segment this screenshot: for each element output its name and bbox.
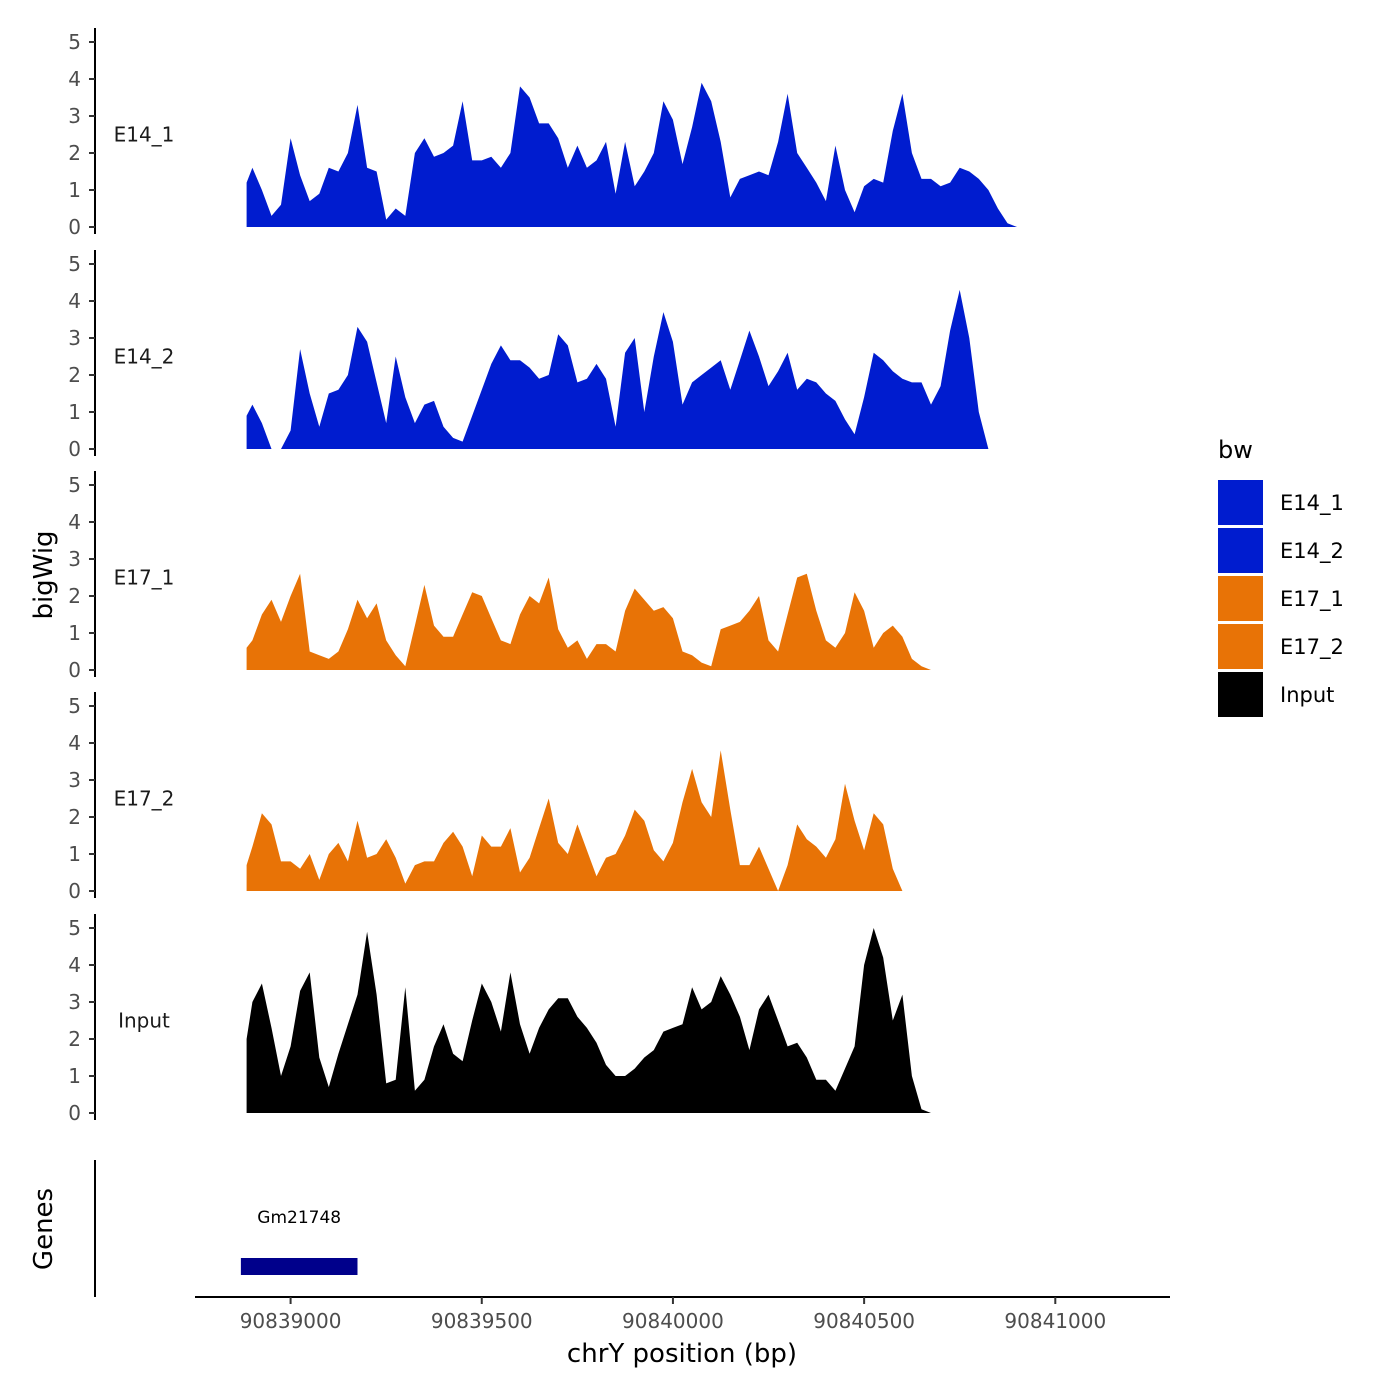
x-tick-label: 90840000	[622, 1309, 724, 1333]
legend-swatch-input	[1218, 672, 1263, 717]
signal-area-e14_2	[246, 289, 1027, 449]
y-tick-label: 1	[68, 178, 81, 202]
signal-area-e17_2	[246, 750, 1027, 891]
y-tick-label: 4	[68, 731, 81, 755]
legend-swatch-e14_2	[1218, 528, 1263, 573]
track-label: E17_2	[114, 787, 175, 811]
track-label: E14_1	[114, 123, 175, 147]
x-tick-label: 90839500	[431, 1309, 533, 1333]
legend-title: bw	[1218, 436, 1253, 464]
track-e14_1: 0 1 2 3 4 5 E14_1	[68, 28, 1027, 239]
y-tick-label: 3	[68, 104, 81, 128]
y-tick-label: 2	[68, 363, 81, 387]
signal-area-e14_1	[246, 82, 1027, 227]
y-tick-label: 5	[68, 694, 81, 718]
y-tick-label: 3	[68, 326, 81, 350]
legend-swatch-e17_2	[1218, 624, 1263, 669]
y-tick-label: 3	[68, 990, 81, 1014]
y-tick-label: 4	[68, 953, 81, 977]
y-tick-label: 2	[68, 584, 81, 608]
x-tick-label: 90841000	[1004, 1309, 1106, 1333]
legend-label: E14_1	[1280, 491, 1344, 516]
genes-track-title: Genes	[29, 1188, 59, 1270]
signal-area-e17_1	[246, 573, 1027, 670]
signal-area-input	[246, 928, 1027, 1113]
legend-label: E14_2	[1280, 539, 1344, 564]
y-tick-label: 3	[68, 547, 81, 571]
track-label: Input	[118, 1009, 170, 1033]
legend-label: E17_2	[1280, 635, 1344, 660]
y-tick-label: 1	[68, 842, 81, 866]
y-tick-label: 0	[68, 658, 81, 682]
track-e17_2: 0 1 2 3 4 5 E17_2	[68, 692, 1027, 903]
gene-bar	[240, 1258, 358, 1275]
x-tick-label: 90840500	[813, 1309, 915, 1333]
y-tick-label: 4	[68, 67, 81, 91]
legend: bw E14_1 E14_2 E17_1 E17_2 Input	[1218, 436, 1344, 717]
y-tick-label: 4	[68, 510, 81, 534]
signal-tracks: 0 1 2 3 4 5 E14_1 0 1 2 3 4 5 E14_2 0 1 2 3 4 5 E17_1 0 1 2 3 4 5 E…	[68, 28, 1027, 1125]
track-e14_2: 0 1 2 3 4 5 E14_2	[68, 250, 1027, 461]
y-axis-title: bigWig	[29, 530, 59, 619]
legend-label: Input	[1280, 683, 1334, 707]
y-tick-label: 5	[68, 252, 81, 276]
track-e17_1: 0 1 2 3 4 5 E17_1	[68, 471, 1027, 682]
track-label: E14_2	[114, 345, 175, 369]
y-tick-label: 2	[68, 805, 81, 829]
legend-label: E17_1	[1280, 587, 1344, 612]
gene-label: Gm21748	[257, 1208, 341, 1228]
x-tick-label: 90839000	[240, 1309, 342, 1333]
x-axis-title: chrY position (bp)	[567, 1339, 797, 1369]
y-tick-label: 0	[68, 215, 81, 239]
track-label: E17_1	[114, 566, 175, 590]
y-tick-label: 0	[68, 1101, 81, 1125]
track-input: 0 1 2 3 4 5 Input	[68, 914, 1027, 1125]
y-tick-label: 1	[68, 621, 81, 645]
y-tick-label: 2	[68, 1027, 81, 1051]
genes-track: Genes Gm21748	[29, 1160, 358, 1297]
y-tick-label: 3	[68, 768, 81, 792]
y-tick-label: 4	[68, 289, 81, 313]
y-tick-label: 1	[68, 400, 81, 424]
y-tick-label: 5	[68, 473, 81, 497]
y-tick-label: 0	[68, 879, 81, 903]
legend-swatch-e17_1	[1218, 576, 1263, 621]
y-tick-label: 0	[68, 437, 81, 461]
y-tick-label: 1	[68, 1064, 81, 1088]
y-tick-label: 5	[68, 916, 81, 940]
y-tick-label: 5	[68, 30, 81, 54]
legend-swatch-e14_1	[1218, 480, 1263, 525]
y-tick-label: 2	[68, 141, 81, 165]
x-axis: 90839000 90839500 90840000 90840500 90841000	[195, 1296, 1170, 1333]
